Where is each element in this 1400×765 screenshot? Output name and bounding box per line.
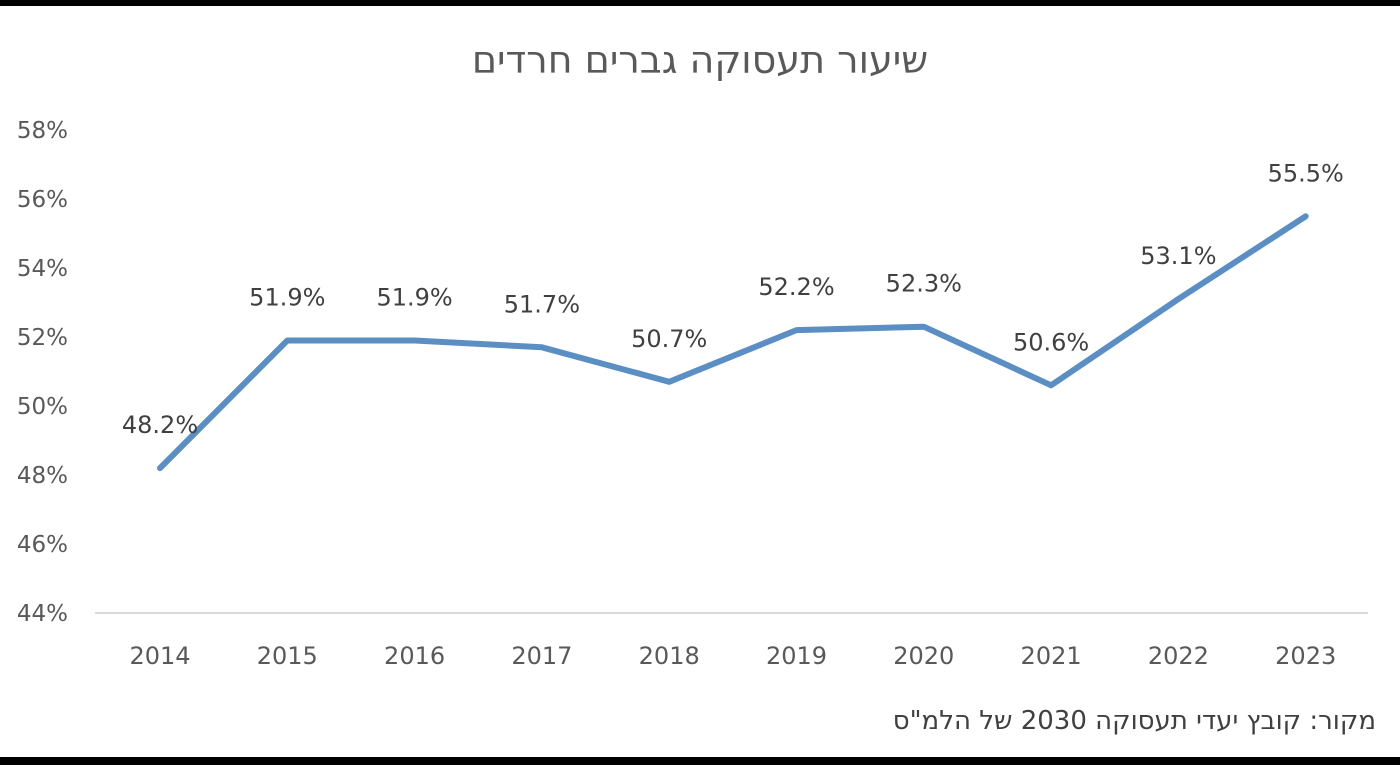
- y-tick-label: 56%: [17, 187, 68, 213]
- x-tick-label: 2016: [384, 642, 445, 670]
- y-tick-label: 44%: [17, 601, 68, 627]
- x-tick-label: 2014: [129, 642, 190, 670]
- data-label: 55.5%: [1268, 159, 1344, 187]
- y-tick-label: 54%: [17, 256, 68, 282]
- x-tick-label: 2015: [257, 642, 318, 670]
- chart-frame: שיעור תעסוקה גברים חרדים 58% 56% 54% 52% 50%…: [0, 6, 1400, 757]
- data-label: 52.3%: [886, 270, 962, 298]
- source-note: מקור: קובץ יעדי תעסוקה 2030 של הלמ"ס: [892, 706, 1376, 736]
- x-tick-label: 2017: [511, 642, 572, 670]
- data-label: 51.9%: [376, 283, 452, 311]
- x-tick-label: 2020: [893, 642, 954, 670]
- data-label: 50.7%: [631, 325, 707, 353]
- x-tick-label: 2022: [1148, 642, 1209, 670]
- y-tick-label: 50%: [17, 394, 68, 420]
- x-tick-label: 2018: [639, 642, 700, 670]
- data-label: 52.2%: [758, 273, 834, 301]
- y-axis: 58% 56% 54% 52% 50% 48% 46% 44%: [17, 118, 68, 627]
- y-tick-label: 52%: [17, 325, 68, 351]
- series-line: [157, 213, 1309, 472]
- x-axis: 2014 2015 2016 2017 2018 2019 2020 2021 2022 2023: [129, 642, 1336, 670]
- data-labels: 48.2% 51.9% 51.9% 51.7% 50.7% 52.2% 52.3% 50.6%…: [122, 159, 1344, 439]
- y-tick-label: 46%: [17, 532, 68, 558]
- x-tick-label: 2021: [1021, 642, 1082, 670]
- data-label: 53.1%: [1140, 242, 1216, 270]
- x-tick-label: 2019: [766, 642, 827, 670]
- line-chart: 58%56%54%52%50%48%46%44% 2014 2015 2016 201…: [17, 118, 1368, 670]
- y-tick-label: 48%: [17, 463, 68, 489]
- data-label: 48.2%: [122, 411, 198, 439]
- x-tick-label: 2023: [1275, 642, 1336, 670]
- y-tick-label: 58%: [17, 118, 68, 144]
- data-label: 50.6%: [1013, 328, 1089, 356]
- data-label: 51.7%: [504, 290, 580, 318]
- data-label: 51.9%: [249, 283, 325, 311]
- chart-title: שיעור תעסוקה גברים חרדים: [471, 38, 929, 82]
